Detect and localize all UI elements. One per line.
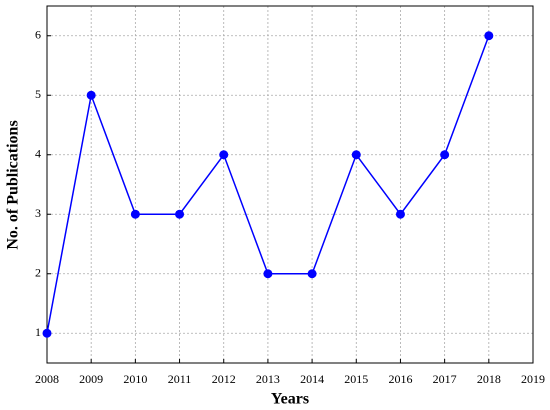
point bbox=[440, 150, 450, 160]
point bbox=[263, 269, 273, 279]
x-tick-label: 2012 bbox=[212, 372, 236, 386]
x-tick-label: 2018 bbox=[477, 372, 501, 386]
point bbox=[351, 150, 361, 160]
x-tick-label: 2015 bbox=[344, 372, 368, 386]
x-tick-label: 2010 bbox=[123, 372, 147, 386]
line bbox=[46, 35, 490, 334]
x-tick-label: 2008 bbox=[35, 372, 59, 386]
point bbox=[484, 31, 494, 41]
point bbox=[130, 209, 140, 219]
x-axis-title: Years bbox=[271, 391, 309, 408]
point bbox=[307, 269, 317, 279]
y-tick-label: 5 bbox=[35, 87, 41, 101]
y-tick-label: 3 bbox=[35, 206, 41, 220]
x-tick-label: 2016 bbox=[388, 372, 412, 386]
x-tick-label: 2011 bbox=[168, 372, 192, 386]
x-tick-label: 2017 bbox=[433, 372, 457, 386]
point bbox=[42, 328, 52, 338]
point bbox=[86, 90, 96, 100]
plot-frame bbox=[46, 5, 534, 364]
y-tick-label: 1 bbox=[35, 325, 41, 339]
y-tick-label: 2 bbox=[35, 266, 41, 280]
y-tick-label: 4 bbox=[35, 147, 41, 161]
y-tick-label: 6 bbox=[35, 28, 41, 42]
point bbox=[395, 209, 405, 219]
x-tick-label: 2009 bbox=[79, 372, 103, 386]
y-axis-title: No. of Publications bbox=[5, 120, 22, 249]
x-tick-label: 2014 bbox=[300, 372, 324, 386]
x-tick-label: 2019 bbox=[521, 372, 545, 386]
point bbox=[175, 209, 185, 219]
point bbox=[219, 150, 229, 160]
x-tick-label: 2013 bbox=[256, 372, 280, 386]
